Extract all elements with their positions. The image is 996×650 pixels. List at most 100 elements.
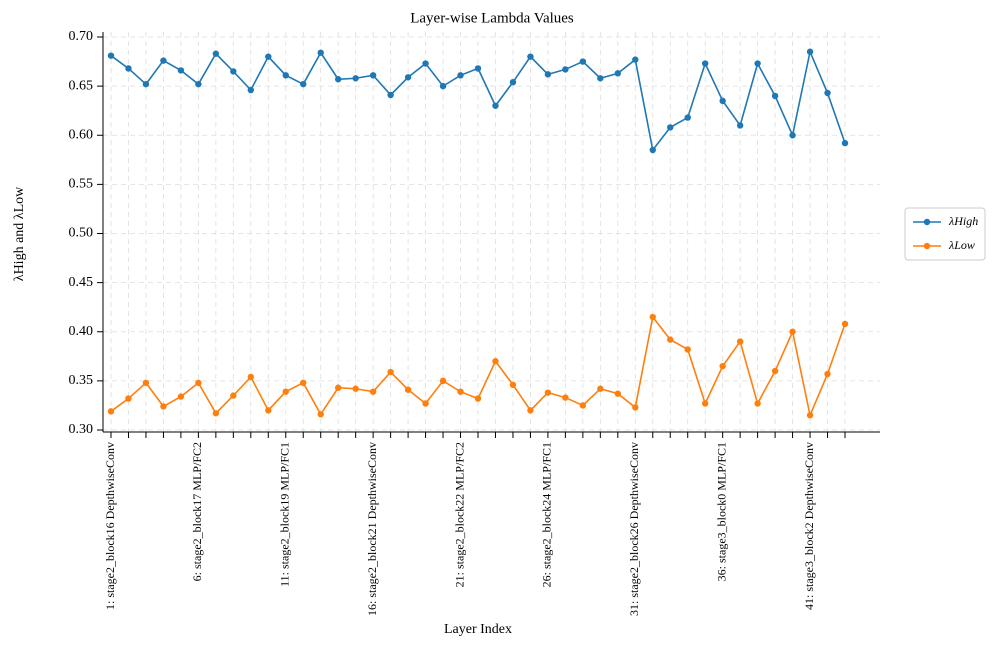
data-point	[404, 74, 412, 81]
data-point	[474, 65, 482, 72]
data-point	[474, 395, 482, 402]
x-tick-label: 6: stage2_block17 MLP/FC2	[190, 442, 204, 581]
x-tick-label: 1: stage2_block16 DepthwiseConv	[103, 442, 117, 610]
data-point	[579, 58, 587, 65]
data-point	[771, 92, 779, 100]
data-point	[597, 75, 604, 82]
data-point	[195, 80, 202, 88]
data-point	[579, 402, 587, 409]
data-point	[632, 56, 639, 63]
data-point	[212, 410, 220, 417]
y-tick-label: 0.60	[69, 127, 94, 142]
y-tick-label: 0.70	[69, 29, 94, 44]
data-point	[841, 320, 849, 328]
data-point	[754, 60, 761, 67]
legend-label: λHigh	[948, 214, 978, 228]
y-tick-label: 0.40	[69, 324, 94, 339]
data-point	[387, 368, 394, 376]
data-point	[667, 336, 674, 343]
data-point	[527, 407, 534, 414]
data-point	[719, 362, 726, 370]
data-point	[667, 124, 674, 131]
x-tick-label: 26: stage2_block24 MLP/FC1	[540, 442, 554, 587]
data-point	[160, 403, 167, 410]
data-point	[824, 370, 831, 378]
data-point	[632, 404, 639, 411]
data-point	[544, 389, 552, 396]
data-point	[247, 86, 255, 94]
data-point	[300, 80, 307, 88]
y-tick-label: 0.30	[69, 422, 94, 437]
data-point	[736, 122, 744, 129]
data-point	[177, 393, 185, 400]
x-tick-label: 11: stage2_block19 MLP/FC1	[278, 442, 292, 587]
chart-title: Layer-wise Lambda Values	[410, 10, 574, 26]
data-point	[492, 358, 499, 365]
data-point	[352, 75, 359, 82]
data-point	[107, 408, 115, 415]
data-point	[754, 400, 761, 407]
data-point	[177, 67, 185, 74]
x-tick-label: 36: stage3_block0 MLP/FC1	[714, 442, 728, 581]
data-point	[439, 377, 447, 385]
data-point	[282, 388, 289, 395]
data-point	[614, 70, 622, 77]
data-point	[369, 72, 377, 79]
y-axis-label: λHigh and λLow	[12, 186, 27, 281]
data-point	[107, 52, 115, 59]
data-point	[334, 384, 342, 391]
data-point	[160, 57, 167, 64]
data-point	[771, 367, 779, 375]
data-point	[492, 102, 499, 109]
data-point	[369, 388, 377, 395]
data-point	[300, 379, 307, 387]
x-axis-label: Layer Index	[444, 622, 512, 637]
data-point	[317, 49, 324, 56]
data-point	[387, 91, 394, 99]
data-point	[404, 386, 412, 393]
data-point	[736, 338, 744, 345]
x-tick-label: 41: stage3_block2 DepthwiseConv	[802, 442, 816, 610]
data-point	[789, 132, 796, 139]
data-point	[806, 412, 814, 419]
data-point	[265, 407, 272, 414]
data-point	[789, 328, 796, 335]
data-point	[125, 395, 132, 402]
data-point	[142, 379, 150, 387]
data-point	[597, 385, 604, 392]
data-point	[509, 78, 517, 86]
data-point	[422, 400, 429, 407]
y-tick-label: 0.45	[69, 275, 94, 290]
data-point	[352, 385, 359, 392]
data-point	[649, 146, 656, 154]
data-point	[701, 400, 709, 407]
data-point	[334, 76, 342, 83]
data-point	[457, 72, 464, 79]
data-point	[212, 50, 220, 57]
data-point	[282, 72, 289, 79]
data-point	[806, 48, 814, 55]
data-point	[841, 139, 849, 147]
data-point	[684, 114, 691, 121]
data-point	[614, 390, 622, 397]
data-point	[247, 373, 255, 381]
data-point	[195, 379, 202, 387]
data-point	[265, 53, 272, 60]
data-point	[562, 394, 569, 401]
data-point	[142, 80, 150, 88]
data-point	[422, 60, 429, 67]
data-point	[439, 82, 447, 90]
data-point	[527, 53, 534, 60]
data-point	[457, 388, 464, 395]
y-tick-label: 0.55	[69, 177, 94, 192]
data-point	[230, 68, 237, 75]
data-point	[125, 65, 132, 72]
y-tick-label: 0.35	[69, 373, 94, 388]
y-tick-label: 0.65	[69, 78, 94, 93]
legend-marker	[923, 218, 931, 226]
data-point	[509, 381, 517, 389]
data-point	[649, 313, 656, 321]
data-point	[824, 89, 831, 97]
data-point	[230, 392, 237, 399]
